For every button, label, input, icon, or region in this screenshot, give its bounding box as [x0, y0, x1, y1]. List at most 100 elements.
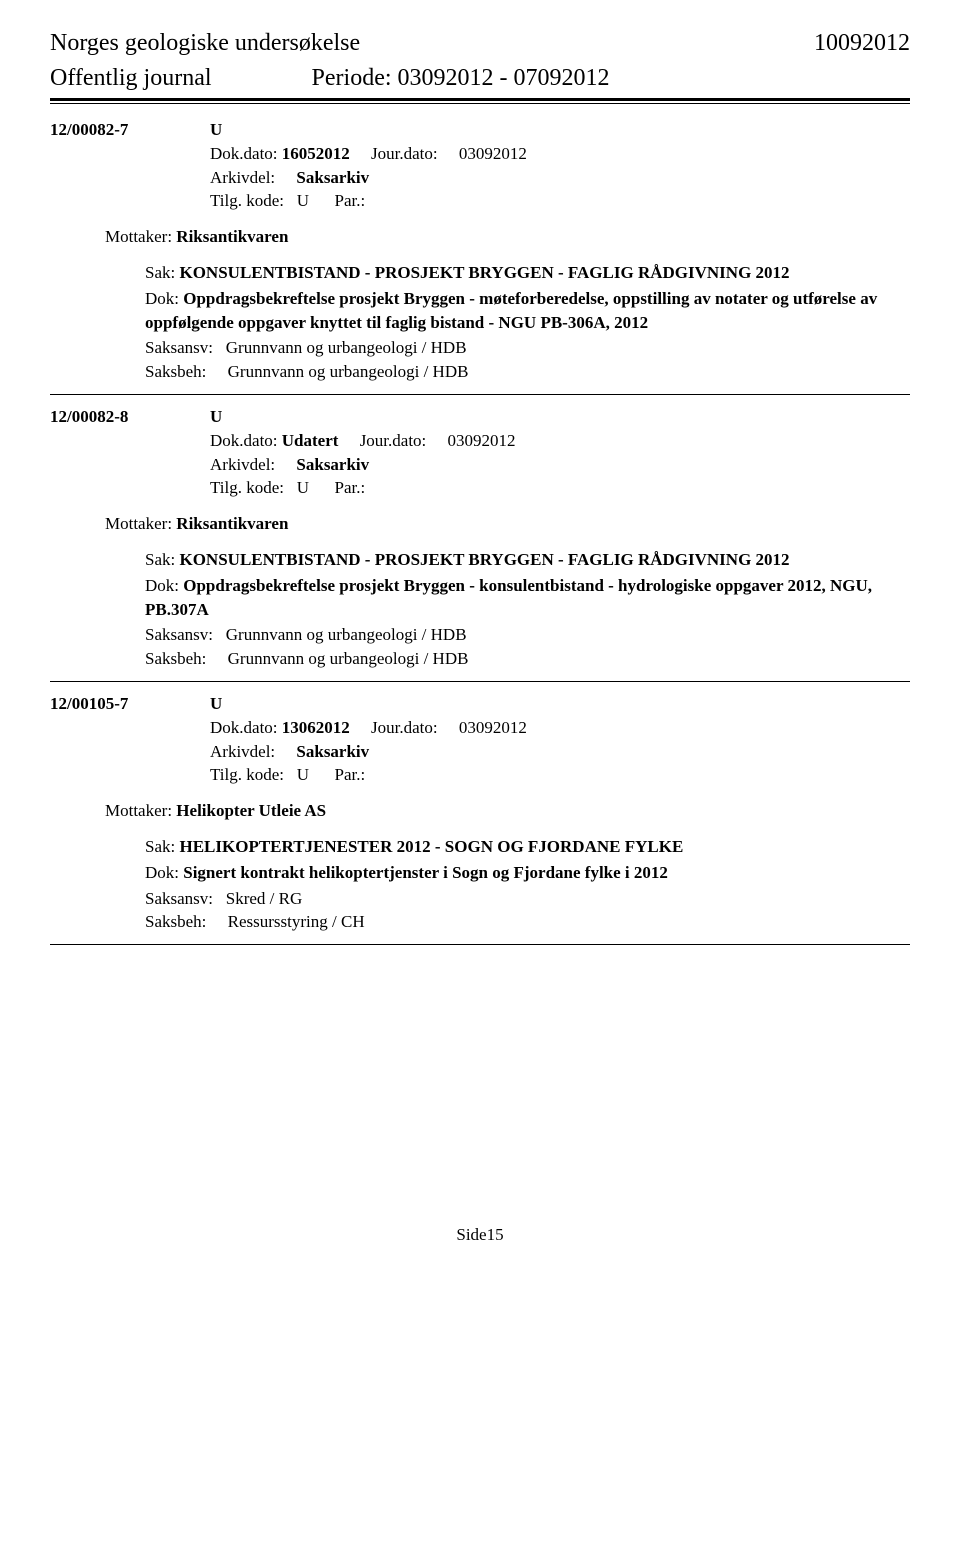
jour-dato-label: Jour.dato:: [360, 431, 427, 450]
periode-label: Periode:: [312, 65, 392, 92]
jour-dato: 03092012: [459, 144, 527, 163]
mottaker: Helikopter Utleie AS: [176, 801, 326, 820]
saksansv: Grunnvann og urbangeologi / HDB: [226, 625, 467, 644]
dok-text: Oppdragsbekreftelse prosjekt Bryggen - m…: [145, 289, 877, 332]
arkivdel-line: Arkivdel: Saksarkiv: [210, 740, 910, 764]
saksansv-label: Saksansv:: [145, 625, 213, 644]
case-id: 12/00105-7: [50, 692, 210, 716]
page-number: Side15: [456, 1225, 503, 1244]
org-name: Norges geologiske undersøkelse: [50, 30, 360, 57]
saksbeh: Ressursstyring / CH: [228, 912, 365, 931]
sak-text: KONSULENTBISTAND - PROSJEKT BRYGGEN - FA…: [179, 263, 789, 282]
sak-label: Sak:: [145, 550, 179, 569]
mottaker-label: Mottaker:: [105, 514, 176, 533]
entries-container: 12/00082-7 U Dok.dato: 16052012 Jour.dat…: [50, 118, 910, 945]
jour-dato-label: Jour.dato:: [371, 718, 438, 737]
mottaker-line: Mottaker: Helikopter Utleie AS: [105, 799, 910, 823]
page-footer: Side15: [50, 1225, 910, 1245]
mottaker-label: Mottaker:: [105, 227, 176, 246]
dok-dato: Udatert: [282, 431, 339, 450]
mottaker-label: Mottaker:: [105, 801, 176, 820]
case-id: 12/00082-8: [50, 405, 210, 429]
jour-dato: 03092012: [448, 431, 516, 450]
page-header: Norges geologiske undersøkelse 10092012 …: [50, 30, 910, 92]
dok-dato-line: Dok.dato: 13062012 Jour.dato: 03092012: [210, 716, 910, 740]
sak-block: Sak: KONSULENTBISTAND - PROSJEKT BRYGGEN…: [145, 261, 910, 384]
saksansv-line: Saksansv: Grunnvann og urbangeologi / HD…: [145, 623, 910, 647]
saksbeh: Grunnvann og urbangeologi / HDB: [228, 649, 469, 668]
saksbeh: Grunnvann og urbangeologi / HDB: [228, 362, 469, 381]
jour-dato: 03092012: [459, 718, 527, 737]
sak-text: KONSULENTBISTAND - PROSJEKT BRYGGEN - FA…: [179, 550, 789, 569]
par-label: Par.:: [335, 765, 366, 784]
dok-line: Dok: Oppdragsbekreftelse prosjekt Brygge…: [145, 574, 910, 622]
sak-block: Sak: KONSULENTBISTAND - PROSJEKT BRYGGEN…: [145, 548, 910, 671]
dok-dato-label: Dok.dato:: [210, 144, 278, 163]
dok-dato-line: Dok.dato: 16052012 Jour.dato: 03092012: [210, 142, 910, 166]
arkivdel-line: Arkivdel: Saksarkiv: [210, 166, 910, 190]
saksansv-label: Saksansv:: [145, 338, 213, 357]
dok-dato-label: Dok.dato:: [210, 431, 278, 450]
dok-text: Signert kontrakt helikoptertjenster i So…: [183, 863, 668, 882]
type-code: U: [210, 692, 222, 716]
entry-divider: [50, 944, 910, 945]
type-code: U: [210, 118, 222, 142]
arkivdel-line: Arkivdel: Saksarkiv: [210, 453, 910, 477]
tilg-label: Tilg. kode:: [210, 765, 284, 784]
arkivdel-label: Arkivdel:: [210, 455, 275, 474]
sak-label: Sak:: [145, 837, 179, 856]
par-label: Par.:: [335, 191, 366, 210]
tilg-code: U: [297, 191, 309, 210]
saksansv-line: Saksansv: Grunnvann og urbangeologi / HD…: [145, 336, 910, 360]
periode-value: 03092012 - 07092012: [398, 65, 610, 92]
par-label: Par.:: [335, 478, 366, 497]
arkivdel: Saksarkiv: [296, 742, 369, 761]
dok-text: Oppdragsbekreftelse prosjekt Bryggen - k…: [145, 576, 872, 619]
dok-dato: 13062012: [282, 718, 350, 737]
tilg-code: U: [297, 478, 309, 497]
case-id: 12/00082-7: [50, 118, 210, 142]
saksansv-line: Saksansv: Skred / RG: [145, 887, 910, 911]
saksansv: Grunnvann og urbangeologi / HDB: [226, 338, 467, 357]
saksbeh-line: Saksbeh: Grunnvann og urbangeologi / HDB: [145, 647, 910, 671]
tilg-label: Tilg. kode:: [210, 191, 284, 210]
entry-divider: [50, 394, 910, 395]
journal-entry: 12/00082-7 U Dok.dato: 16052012 Jour.dat…: [50, 118, 910, 384]
header-date: 10092012: [814, 30, 910, 57]
header-row-1: Norges geologiske undersøkelse 10092012: [50, 30, 910, 57]
journal-label: Offentlig journal: [50, 65, 212, 92]
entry-header: 12/00082-7 U: [50, 118, 910, 142]
sak-line: Sak: HELIKOPTERTJENESTER 2012 - SOGN OG …: [145, 835, 910, 859]
saksbeh-label: Saksbeh:: [145, 912, 206, 931]
entry-header: 12/00105-7 U: [50, 692, 910, 716]
saksbeh-line: Saksbeh: Grunnvann og urbangeologi / HDB: [145, 360, 910, 384]
tilg-code: U: [297, 765, 309, 784]
sak-label: Sak:: [145, 263, 179, 282]
type-code: U: [210, 405, 222, 429]
jour-dato-label: Jour.dato:: [371, 144, 438, 163]
dok-label: Dok:: [145, 289, 183, 308]
saksansv-label: Saksansv:: [145, 889, 213, 908]
journal-entry: 12/00082-8 U Dok.dato: Udatert Jour.dato…: [50, 405, 910, 671]
arkivdel: Saksarkiv: [296, 168, 369, 187]
tilg-label: Tilg. kode:: [210, 478, 284, 497]
sak-line: Sak: KONSULENTBISTAND - PROSJEKT BRYGGEN…: [145, 548, 910, 572]
dok-line: Dok: Signert kontrakt helikoptertjenster…: [145, 861, 910, 885]
mottaker: Riksantikvaren: [176, 514, 288, 533]
dok-dato-line: Dok.dato: Udatert Jour.dato: 03092012: [210, 429, 910, 453]
tilg-line: Tilg. kode: U Par.:: [210, 189, 910, 213]
sak-block: Sak: HELIKOPTERTJENESTER 2012 - SOGN OG …: [145, 835, 910, 934]
sak-text: HELIKOPTERTJENESTER 2012 - SOGN OG FJORD…: [179, 837, 683, 856]
saksbeh-label: Saksbeh:: [145, 362, 206, 381]
saksansv: Skred / RG: [226, 889, 303, 908]
arkivdel-label: Arkivdel:: [210, 742, 275, 761]
mottaker-line: Mottaker: Riksantikvaren: [105, 225, 910, 249]
dok-dato-label: Dok.dato:: [210, 718, 278, 737]
header-row-2: Offentlig journal Periode: 03092012 - 07…: [50, 65, 910, 92]
header-divider: [50, 98, 910, 104]
dok-dato: 16052012: [282, 144, 350, 163]
saksbeh-line: Saksbeh: Ressursstyring / CH: [145, 910, 910, 934]
entry-divider: [50, 681, 910, 682]
entry-header: 12/00082-8 U: [50, 405, 910, 429]
tilg-line: Tilg. kode: U Par.:: [210, 763, 910, 787]
